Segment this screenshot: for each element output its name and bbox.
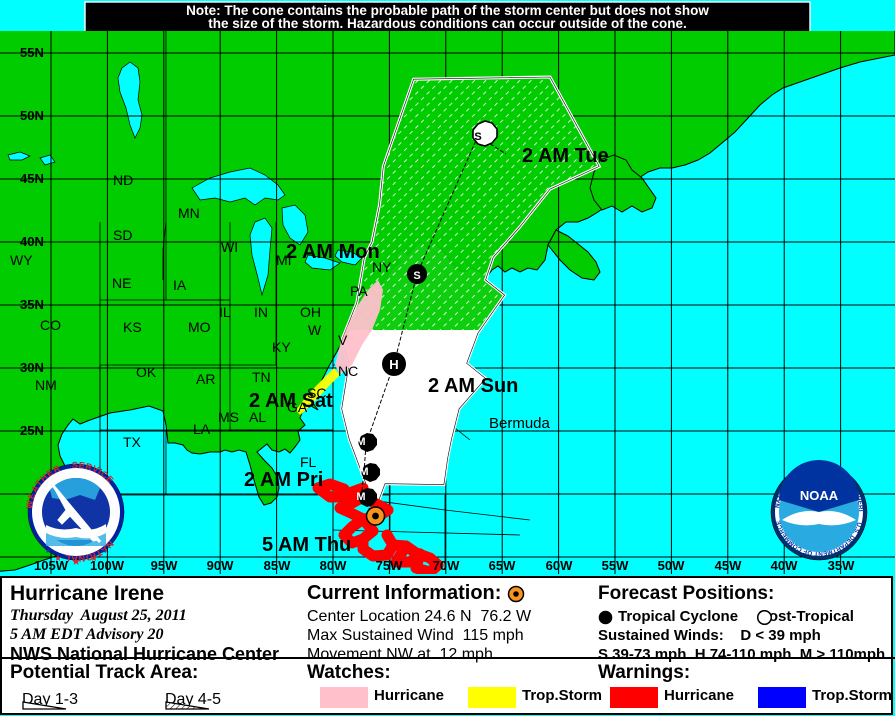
svg-text:50W: 50W [658,558,685,573]
svg-text:2 AM Sun: 2 AM Sun [428,375,518,397]
svg-text:W: W [308,322,322,338]
svg-text:100W: 100W [90,558,125,573]
svg-text:M: M [356,491,365,503]
svg-text:FL: FL [300,454,317,470]
svg-text:ND: ND [113,172,133,188]
svg-text:WY: WY [10,252,33,268]
svg-text:SC: SC [307,385,326,401]
svg-text:MS: MS [218,409,239,425]
svg-text:the size of the storm. Hazardo: the size of the storm. Hazardous conditi… [208,16,687,31]
svg-text:40N: 40N [20,234,44,249]
svg-text:75W: 75W [376,558,403,573]
svg-text:MI: MI [276,252,292,268]
svg-text:LA: LA [193,421,211,437]
svg-text:60W: 60W [546,558,573,573]
svg-text:35W: 35W [828,558,855,573]
svg-text:50N: 50N [20,108,44,123]
svg-text:95W: 95W [151,558,178,573]
svg-text:NM: NM [35,377,57,393]
svg-text:S: S [413,270,420,282]
svg-text:45N: 45N [20,171,44,186]
svg-text:M: M [356,436,365,448]
svg-text:40W: 40W [771,558,798,573]
svg-text:70W: 70W [433,558,460,573]
svg-text:AR: AR [196,371,215,387]
svg-text:85W: 85W [264,558,291,573]
svg-text:NC: NC [338,363,358,379]
svg-text:TX: TX [123,434,142,450]
svg-text:★: ★ [45,547,51,555]
svg-text:★: ★ [71,556,81,568]
svg-text:OH: OH [300,304,321,320]
svg-text:V: V [338,332,348,348]
svg-text:NY: NY [372,259,392,275]
svg-text:GA: GA [287,399,308,415]
svg-text:55N: 55N [20,45,44,60]
svg-text:5 AM Thu: 5 AM Thu [262,534,351,556]
svg-text:★: ★ [101,547,107,555]
svg-text:55W: 55W [602,558,629,573]
svg-text:WI: WI [221,239,238,255]
svg-text:MO: MO [188,319,211,335]
svg-text:65W: 65W [489,558,516,573]
svg-text:H: H [389,357,398,372]
svg-text:CO: CO [40,317,61,333]
svg-text:MN: MN [178,205,200,221]
svg-text:NE: NE [112,275,131,291]
svg-text:IL: IL [219,304,231,320]
svg-text:IA: IA [173,277,187,293]
svg-text:OK: OK [136,364,157,380]
svg-text:25N: 25N [20,423,44,438]
svg-text:80W: 80W [320,558,347,573]
svg-text:TN: TN [252,369,271,385]
svg-text:90W: 90W [207,558,234,573]
svg-text:SD: SD [113,227,132,243]
svg-text:45W: 45W [715,558,742,573]
svg-text:2 AM Tue: 2 AM Tue [522,145,609,167]
svg-text:IN: IN [254,304,268,320]
svg-text:105W: 105W [34,558,69,573]
svg-text:KS: KS [123,319,142,335]
svg-text:2 AM Pri: 2 AM Pri [244,469,323,491]
svg-text:30N: 30N [20,360,44,375]
svg-text:Bermuda: Bermuda [489,415,551,432]
svg-text:35N: 35N [20,297,44,312]
svg-text:2 AM Mon: 2 AM Mon [286,241,380,263]
svg-text:PA: PA [350,283,368,299]
svg-text:AL: AL [249,409,266,425]
svg-text:NOAA: NOAA [800,488,839,503]
svg-text:S: S [474,131,481,143]
svg-text:KY: KY [272,339,291,355]
svg-text:M: M [359,466,368,478]
